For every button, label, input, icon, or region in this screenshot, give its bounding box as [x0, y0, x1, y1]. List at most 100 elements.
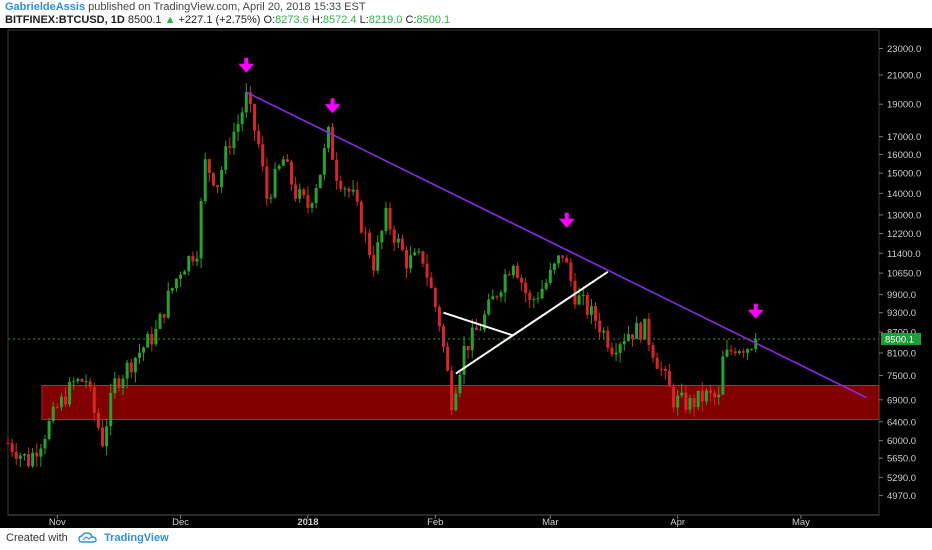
candle	[581, 286, 585, 305]
candle-body	[626, 334, 630, 341]
chart-header: GabrieldeAssis published on TradingView.…	[0, 0, 932, 28]
candle-body	[696, 390, 700, 408]
candle	[725, 339, 729, 358]
candle-body	[322, 148, 326, 175]
candle-body	[392, 229, 396, 243]
y-tick-label: 6400.0	[887, 417, 916, 428]
candle	[80, 378, 84, 383]
candle	[199, 197, 203, 269]
candle	[265, 157, 269, 207]
candle-body	[413, 252, 417, 256]
candle	[232, 122, 236, 155]
candle	[244, 83, 248, 119]
candle	[137, 343, 141, 364]
candle-body	[355, 189, 359, 202]
descending-trendline[interactable]	[245, 91, 868, 399]
candle	[322, 143, 326, 181]
candle-body	[598, 320, 602, 333]
candle-body	[495, 296, 499, 298]
candle	[610, 342, 614, 357]
candle-body	[47, 421, 51, 439]
candle	[347, 186, 351, 199]
candle-body	[240, 112, 244, 125]
candle-body	[109, 393, 113, 427]
candle	[750, 348, 754, 351]
price-chart[interactable]: 23000.0 21000.0 19000.0 17000.0 16000.0 15000…	[0, 28, 932, 528]
candle	[64, 387, 68, 408]
candle	[294, 176, 298, 202]
candle	[154, 320, 158, 347]
tradingview-logo[interactable]: TradingView	[78, 532, 169, 544]
candle	[351, 180, 355, 196]
candle	[92, 382, 96, 422]
candle	[88, 377, 92, 392]
candle	[413, 247, 417, 257]
down-arrow-icon[interactable]	[238, 57, 255, 73]
footer: Created with TradingView	[0, 528, 932, 550]
candle-body	[725, 349, 729, 357]
candle-body	[704, 390, 708, 402]
chart-canvas[interactable]: 23000.0 21000.0 19000.0 17000.0 16000.0 15000…	[0, 28, 932, 528]
candle-body	[273, 168, 277, 198]
candle-body	[478, 329, 482, 331]
candle-body	[458, 374, 462, 394]
candle	[721, 350, 725, 396]
candle-body	[585, 294, 589, 315]
candle-body	[105, 426, 109, 447]
candle	[277, 163, 281, 171]
plot-frame	[7, 29, 880, 516]
candle-body	[717, 394, 721, 398]
candle	[437, 304, 441, 332]
y-tick-label: 14000.0	[887, 189, 921, 200]
candle-body	[557, 255, 561, 264]
candle-body	[170, 288, 174, 291]
candle	[43, 434, 47, 455]
author-link[interactable]: GabrieldeAssis	[5, 1, 86, 13]
candle-body	[577, 295, 581, 305]
high-label: H:	[311, 14, 323, 26]
candle	[105, 418, 109, 455]
candle	[363, 226, 367, 243]
candle-body	[442, 326, 445, 347]
candle-body	[754, 338, 758, 350]
candle-body	[228, 146, 232, 148]
down-arrow-icon[interactable]	[324, 98, 341, 114]
candle	[696, 390, 700, 411]
candle	[335, 152, 339, 190]
down-arrow-icon[interactable]	[747, 303, 764, 319]
candle-body	[179, 274, 183, 279]
candle	[372, 245, 376, 278]
candle-body	[614, 352, 618, 355]
candle-body	[589, 305, 593, 315]
candle-body	[400, 238, 404, 251]
white-drawing-line[interactable]	[455, 270, 609, 375]
candle	[289, 159, 293, 192]
candle	[162, 313, 166, 324]
candle-body	[150, 333, 154, 345]
candle-body	[162, 313, 166, 318]
candle-body	[405, 250, 409, 269]
candle	[310, 201, 314, 213]
y-tick-label: 9300.0	[887, 308, 916, 319]
candle	[713, 389, 717, 406]
publish-line: GabrieldeAssis published on TradingView.…	[5, 1, 366, 14]
x-tick-label: Feb	[427, 517, 443, 528]
candle	[240, 107, 244, 132]
candle-body	[544, 282, 548, 289]
candle	[125, 359, 129, 389]
candle	[487, 293, 491, 316]
white-drawing-line[interactable]	[443, 311, 514, 337]
tradingview-brand: TradingView	[104, 532, 169, 544]
candle-body	[216, 185, 220, 188]
candle-body	[236, 124, 240, 132]
candle-body	[454, 393, 458, 411]
candle	[499, 289, 503, 302]
candle-body	[277, 165, 281, 169]
candle-body	[261, 144, 265, 167]
candle-body	[285, 159, 289, 162]
candle	[688, 394, 692, 414]
candle	[405, 246, 409, 279]
ohlc-line: BITFINEX:BTCUSD, 1D 8500.1 ▲ +227.1 (+2.…	[5, 14, 450, 27]
x-tick-label: Apr	[670, 517, 685, 528]
down-arrow-icon[interactable]	[558, 212, 575, 228]
